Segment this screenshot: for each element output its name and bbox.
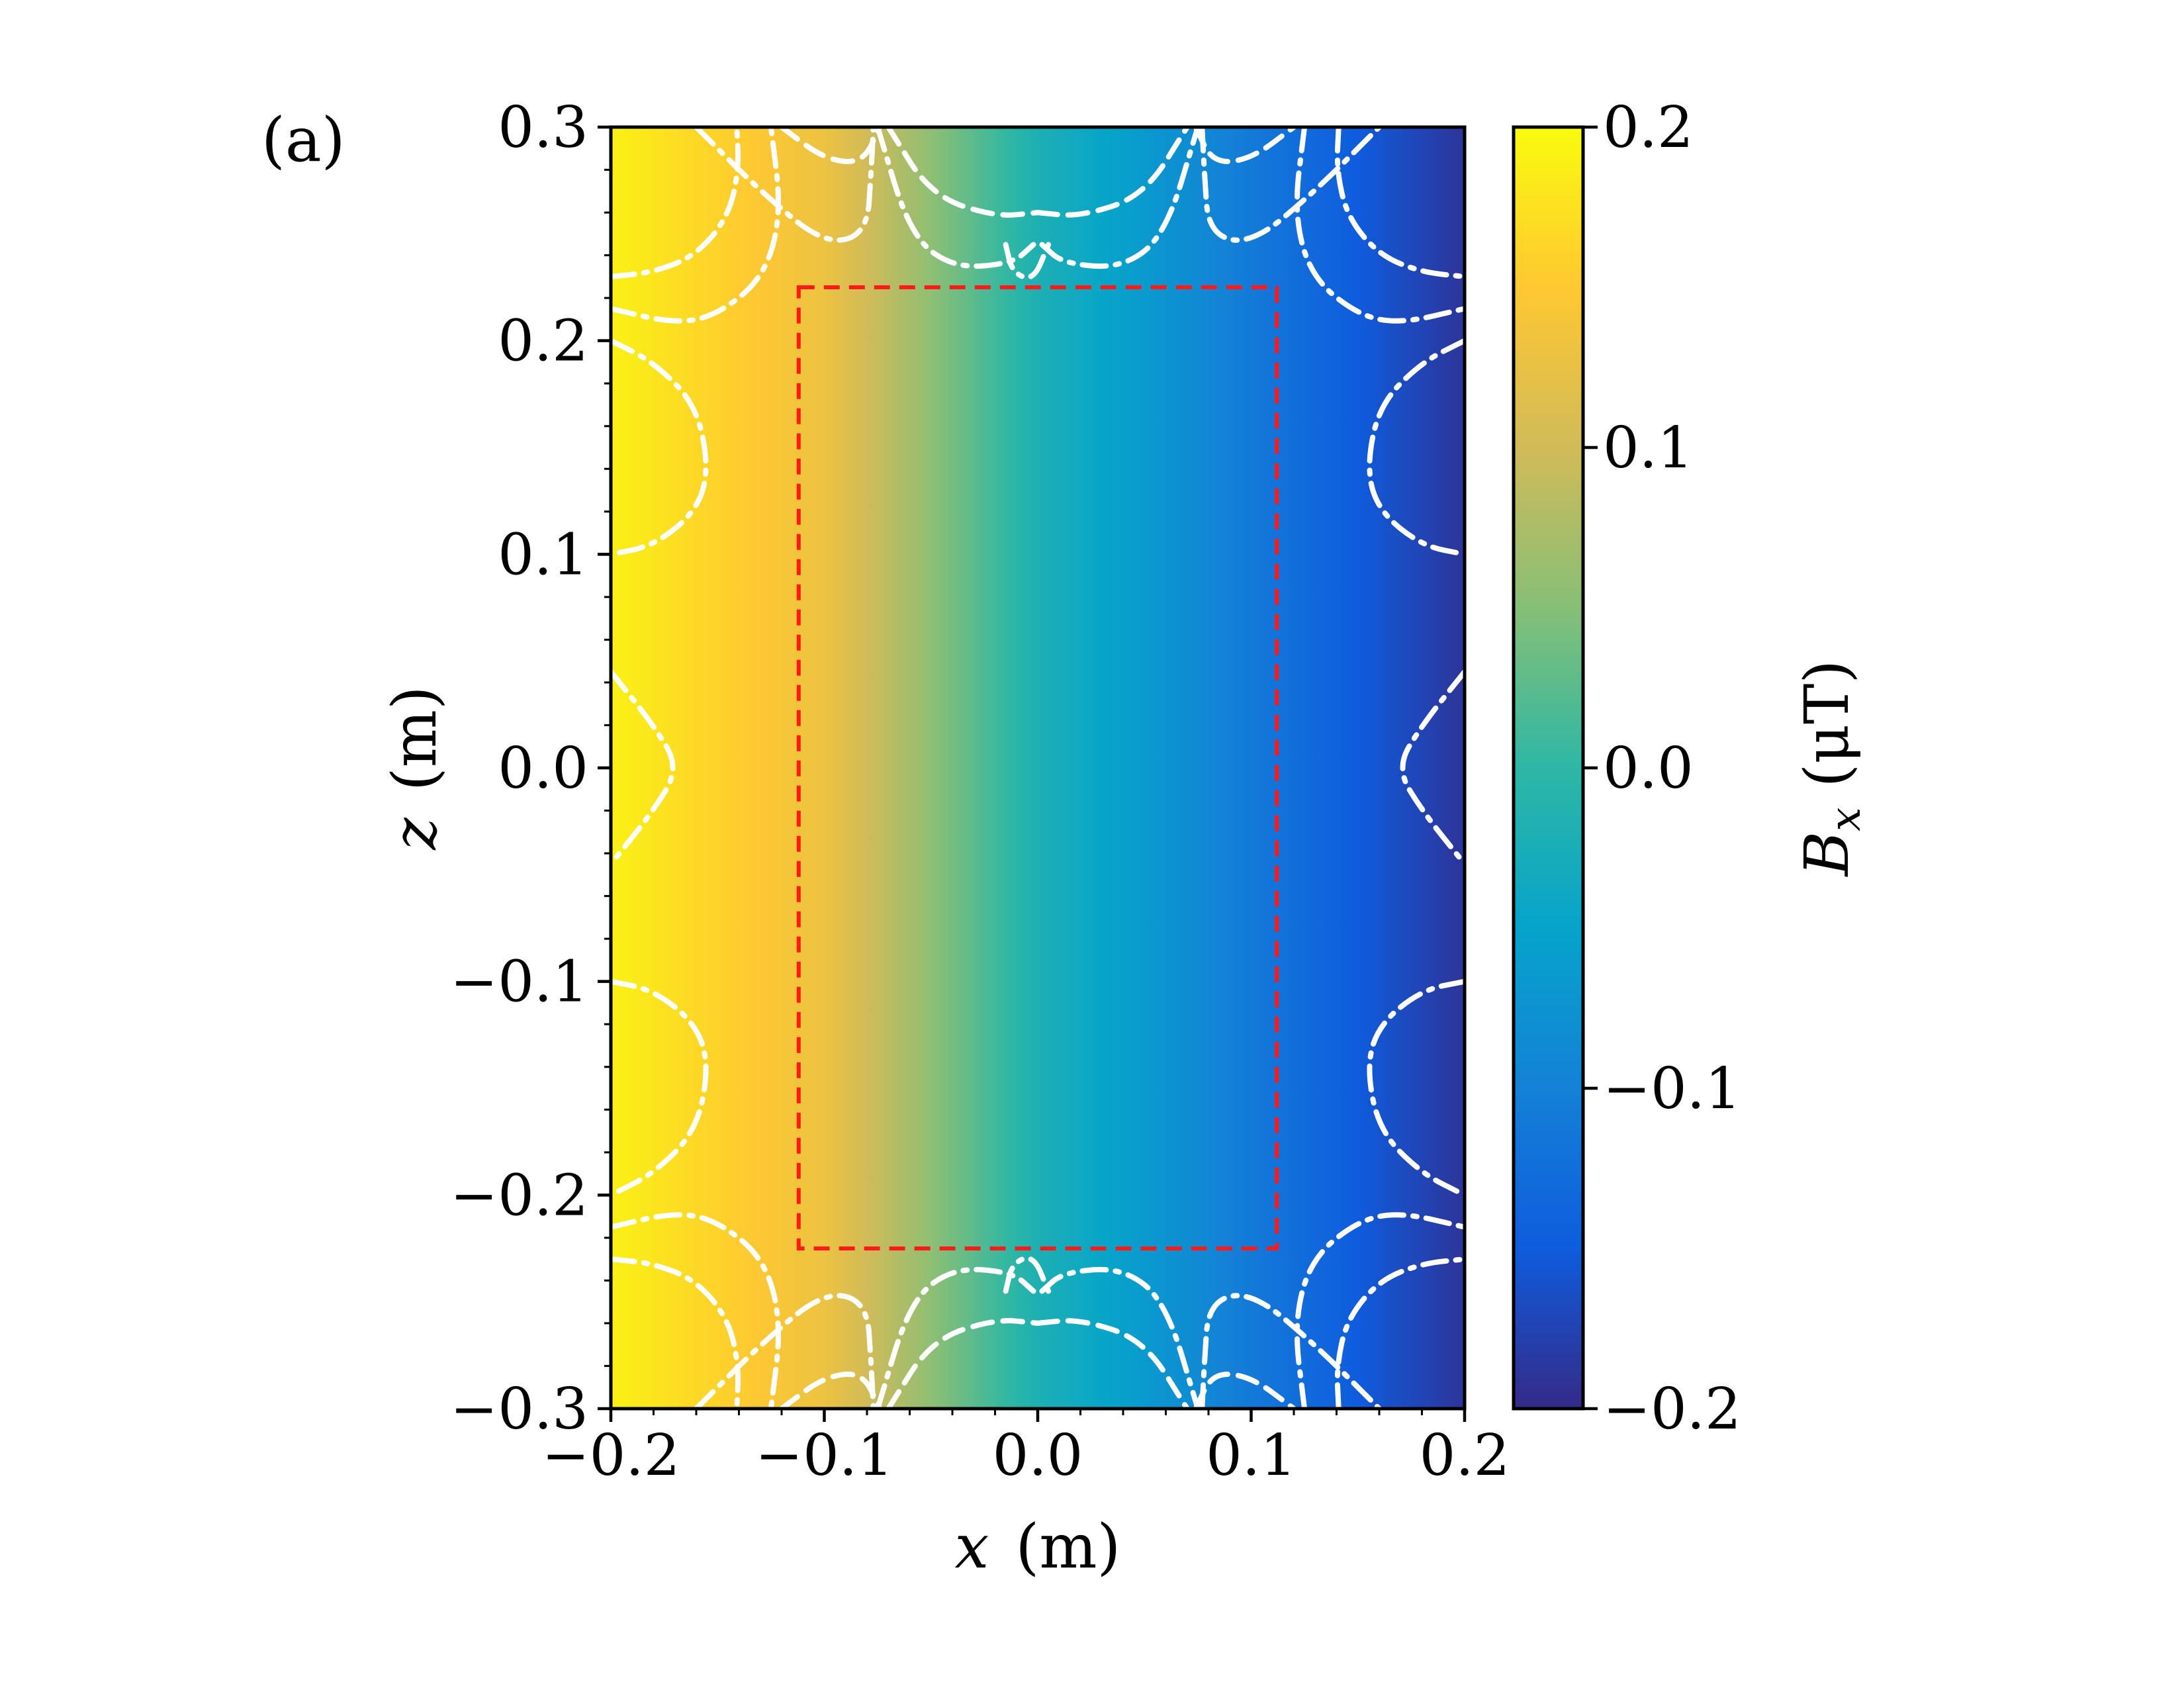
contour-line-3 [694, 127, 876, 243]
colorbar-tick-label: 0.2 [1603, 95, 1694, 161]
contour-line-1 [611, 127, 741, 279]
contour-line-2 [611, 127, 782, 324]
x-tick-label: 0.2 [1420, 1423, 1510, 1489]
x-tick-label: 0.0 [993, 1423, 1083, 1489]
contour-line-17 [1367, 338, 1465, 557]
contour-line-7 [1003, 242, 1052, 280]
contour-line-29 [1193, 1372, 1297, 1409]
contour-line-11 [1199, 127, 1382, 243]
y-tick-label: −0.3 [450, 1376, 588, 1442]
bx-heatmap [611, 127, 1465, 1409]
x-axis: −0.2 −0.1 0.0 0.1 0.2 [542, 1409, 1510, 1489]
colorbar-tick-label: 0.0 [1603, 735, 1694, 802]
contour-line-15 [611, 669, 676, 867]
contour-line-16 [611, 978, 709, 1198]
contour-line-21 [611, 1212, 782, 1409]
y-axis-label: z (m) [379, 686, 450, 851]
x-tick-label: −0.2 [542, 1423, 680, 1489]
y-tick-label: 0.0 [498, 735, 588, 802]
x-axis-variable: x [955, 1511, 989, 1582]
colorbar-unit: (μT) [1792, 660, 1862, 788]
contour-line-23 [779, 1372, 883, 1409]
y-axis-variable: z [379, 818, 450, 851]
contour-line-26 [1003, 1256, 1052, 1294]
colorbar-label: Bx (μT) [1792, 660, 1870, 878]
contour-line-31 [1294, 1212, 1465, 1409]
contour-lines [611, 127, 1465, 1409]
panel-label: (a) [261, 105, 345, 175]
y-tick-label: 0.3 [498, 95, 588, 161]
colorbar [1514, 127, 1583, 1409]
contour-line-12 [1294, 127, 1465, 324]
y-axis-unit: (m) [379, 686, 450, 791]
x-axis-unit: (m) [1015, 1511, 1120, 1582]
y-axis: −0.3 −0.2 −0.1 0.0 0.1 0.2 0.3 [450, 95, 611, 1442]
contour-line-30 [1199, 1293, 1382, 1409]
colorbar-tick-label: −0.1 [1603, 1056, 1741, 1122]
y-tick-label: 0.2 [498, 308, 588, 375]
colorbar-tick-label: 0.1 [1603, 415, 1694, 481]
contour-line-32 [1334, 1256, 1465, 1409]
contour-line-8 [1039, 127, 1201, 269]
colorbar-tick-label: −0.2 [1603, 1376, 1741, 1442]
y-tick-label: −0.1 [450, 949, 588, 1015]
contour-line-25 [886, 1318, 1040, 1409]
contour-line-9 [1035, 127, 1190, 218]
contour-line-28 [1035, 1318, 1190, 1409]
contour-line-27 [1039, 1266, 1201, 1409]
contour-line-14 [611, 338, 709, 557]
y-tick-label: −0.2 [450, 1162, 588, 1229]
contour-line-6 [886, 127, 1040, 218]
x-tick-label: 0.1 [1206, 1423, 1297, 1489]
contour-line-4 [779, 127, 883, 164]
contour-line-10 [1193, 127, 1297, 164]
x-axis-label: x (m) [955, 1511, 1121, 1582]
colorbar-axis: −0.2 −0.1 0.0 0.1 0.2 [1583, 95, 1741, 1442]
colorbar-variable: B [1792, 831, 1862, 878]
region-of-interest-box [796, 285, 1279, 1250]
contour-line-20 [611, 1256, 741, 1409]
x-tick-label: −0.1 [755, 1423, 893, 1489]
contour-line-13 [1334, 127, 1465, 279]
contour-line-19 [1367, 978, 1465, 1198]
colorbar-subscript: x [1821, 808, 1870, 831]
contour-line-22 [694, 1293, 876, 1409]
y-tick-label: 0.1 [498, 522, 588, 588]
contour-line-18 [1400, 669, 1465, 867]
